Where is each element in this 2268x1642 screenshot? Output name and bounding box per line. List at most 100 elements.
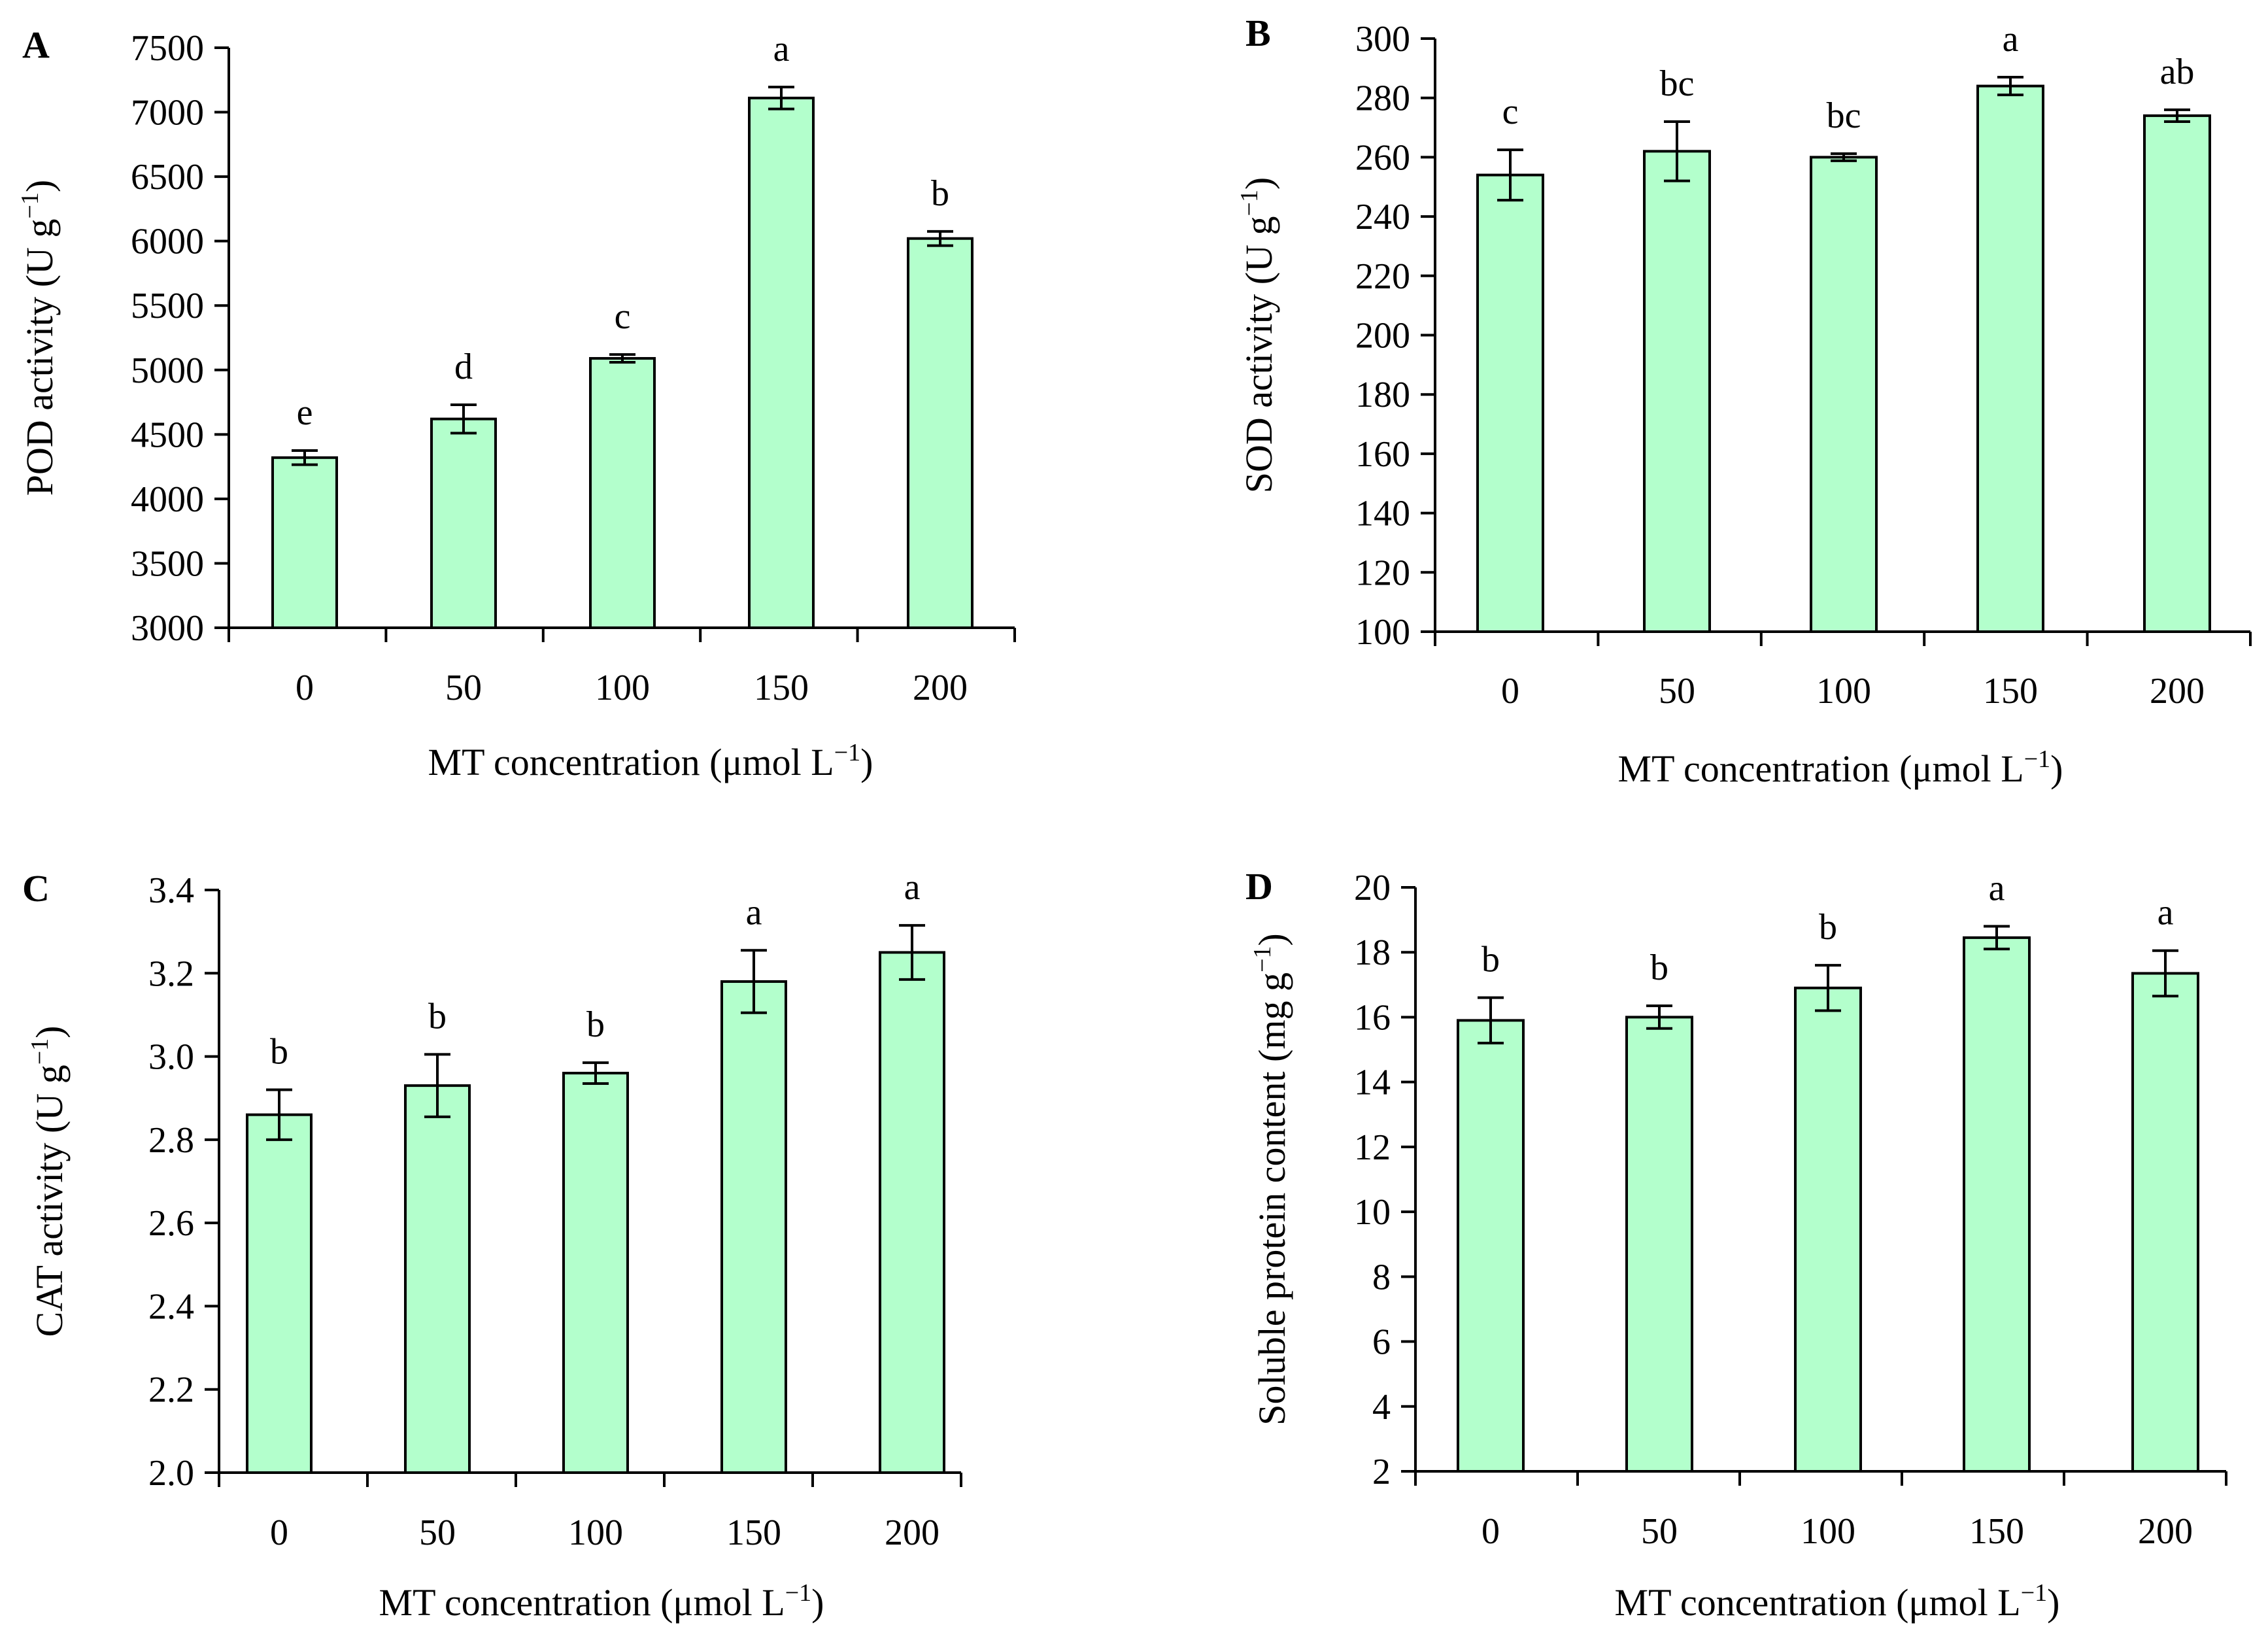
x-tick-label: 200 xyxy=(2150,671,2205,711)
y-tick-label: 4000 xyxy=(131,479,204,520)
y-tick-label: 2.8 xyxy=(148,1120,194,1161)
panel-letter: D xyxy=(1245,865,1273,908)
y-tick-label: 4 xyxy=(1372,1387,1391,1428)
y-tick-label: 3.0 xyxy=(148,1037,194,1078)
y-tick-label: 140 xyxy=(1355,494,1410,534)
significance-letter: a xyxy=(773,29,790,69)
x-tick-label: 200 xyxy=(2138,1511,2193,1552)
chart-panel-c: C 2.0 2.2 2.4 2.6 2.8 3.0 3.2 3.4 b 0 b 50 b 100 a 150 a 2… xyxy=(22,867,962,1624)
significance-letter: bc xyxy=(1660,63,1695,104)
y-tick-label: 2.2 xyxy=(148,1370,194,1411)
chart-panel-a: A 3000 3500 4000 4500 5000 5500 6000 6500 7000 750… xyxy=(16,24,1016,783)
x-axis-title: MT concentration (μmol L−1) xyxy=(428,739,873,783)
significance-letter: ab xyxy=(2160,52,2195,92)
y-tick-label: 200 xyxy=(1355,316,1410,356)
bar xyxy=(1457,1019,1525,1473)
x-axis-title: MT concentration (μmol L−1) xyxy=(1615,1579,2060,1624)
x-tick-label: 100 xyxy=(1816,671,1871,711)
x-tick-label: 100 xyxy=(568,1513,623,1553)
y-tick-label: 6500 xyxy=(131,157,204,197)
x-axis-title: MT concentration (μmol L−1) xyxy=(379,1579,824,1624)
significance-letter: e xyxy=(297,392,313,433)
bar xyxy=(907,237,973,630)
y-tick-label: 120 xyxy=(1355,553,1410,593)
y-tick-label: 300 xyxy=(1355,19,1410,60)
y-tick-label: 20 xyxy=(1354,868,1391,908)
chart-panel-b: B 100 120 140 160 180 200 220 240 260 280 300 c 0 bc 50… xyxy=(1236,12,2252,790)
bar xyxy=(589,357,656,629)
significance-letter: b xyxy=(1481,940,1500,980)
y-tick-label: 3.2 xyxy=(148,953,194,994)
bar xyxy=(879,951,945,1474)
panel-letter: C xyxy=(22,867,50,910)
y-tick-label: 100 xyxy=(1355,612,1410,653)
x-axis-title: MT concentration (μmol L−1) xyxy=(1618,745,2063,790)
significance-letter: b xyxy=(270,1031,288,1072)
bar xyxy=(1976,84,2044,633)
x-tick-label: 0 xyxy=(1501,671,1519,711)
y-tick-label: 6 xyxy=(1372,1322,1391,1363)
significance-letter: c xyxy=(615,296,631,337)
x-tick-label: 100 xyxy=(595,668,650,708)
panel-letter: A xyxy=(22,24,50,66)
x-tick-label: 50 xyxy=(1641,1511,1678,1552)
bar xyxy=(562,1072,629,1474)
significance-letter: b xyxy=(1819,907,1837,948)
significance-letter: b xyxy=(586,1004,605,1045)
x-tick-label: 100 xyxy=(1801,1511,1855,1552)
x-tick-label: 150 xyxy=(754,668,809,708)
y-tick-label: 6000 xyxy=(131,222,204,262)
bar xyxy=(1963,936,2031,1473)
y-tick-label: 5000 xyxy=(131,351,204,391)
significance-letter: a xyxy=(746,892,762,932)
x-tick-label: 0 xyxy=(1481,1511,1500,1552)
x-tick-label: 150 xyxy=(726,1513,781,1553)
bar xyxy=(404,1084,471,1475)
y-tick-label: 7500 xyxy=(131,28,204,69)
y-tick-label: 2.0 xyxy=(148,1453,194,1494)
y-axis-title: Soluble protein content (mg g−1) xyxy=(1249,933,1293,1425)
y-tick-label: 18 xyxy=(1354,932,1391,973)
bar xyxy=(1794,986,1862,1473)
y-tick-label: 16 xyxy=(1354,997,1391,1038)
bar xyxy=(1810,156,1878,633)
significance-letter: bc xyxy=(1827,95,1861,136)
y-tick-label: 220 xyxy=(1355,256,1410,297)
bar xyxy=(1476,173,1544,633)
significance-letter: c xyxy=(1502,92,1519,132)
x-tick-label: 150 xyxy=(1983,671,2038,711)
significance-letter: b xyxy=(1650,948,1668,988)
y-tick-label: 14 xyxy=(1354,1063,1391,1103)
y-tick-label: 2 xyxy=(1372,1452,1391,1492)
bar xyxy=(1643,150,1711,633)
x-tick-label: 50 xyxy=(1659,671,1695,711)
x-tick-label: 150 xyxy=(1969,1511,2024,1552)
bar xyxy=(246,1113,313,1474)
x-tick-label: 200 xyxy=(913,668,968,708)
x-tick-label: 50 xyxy=(445,668,482,708)
bar xyxy=(720,980,787,1474)
y-axis-title: POD activity (U g−1) xyxy=(16,180,61,496)
y-tick-label: 160 xyxy=(1355,434,1410,475)
significance-letter: a xyxy=(1989,868,2005,909)
y-axis-title: SOD activity (U g−1) xyxy=(1236,177,1280,493)
significance-letter: a xyxy=(2158,893,2174,933)
y-tick-label: 2.4 xyxy=(148,1286,194,1327)
y-tick-label: 12 xyxy=(1354,1127,1391,1168)
y-tick-label: 7000 xyxy=(131,93,204,133)
y-tick-label: 2.6 xyxy=(148,1203,194,1244)
y-tick-label: 260 xyxy=(1355,137,1410,178)
x-tick-label: 50 xyxy=(419,1513,456,1553)
y-tick-label: 3.4 xyxy=(148,870,194,911)
significance-letter: a xyxy=(2003,19,2019,60)
significance-letter: b xyxy=(931,173,949,214)
bar xyxy=(271,456,338,630)
panel-letter: B xyxy=(1245,12,1271,54)
significance-letter: a xyxy=(904,867,921,908)
significance-letter: d xyxy=(454,347,473,387)
y-tick-label: 8 xyxy=(1372,1257,1391,1297)
significance-letter: b xyxy=(428,996,447,1036)
chart-panel-d: D 2 4 6 8 10 12 14 16 18 20 b 0 b 50 b 100 a 150 a 200 MT con… xyxy=(1245,865,2227,1624)
y-tick-label: 3500 xyxy=(131,543,204,584)
